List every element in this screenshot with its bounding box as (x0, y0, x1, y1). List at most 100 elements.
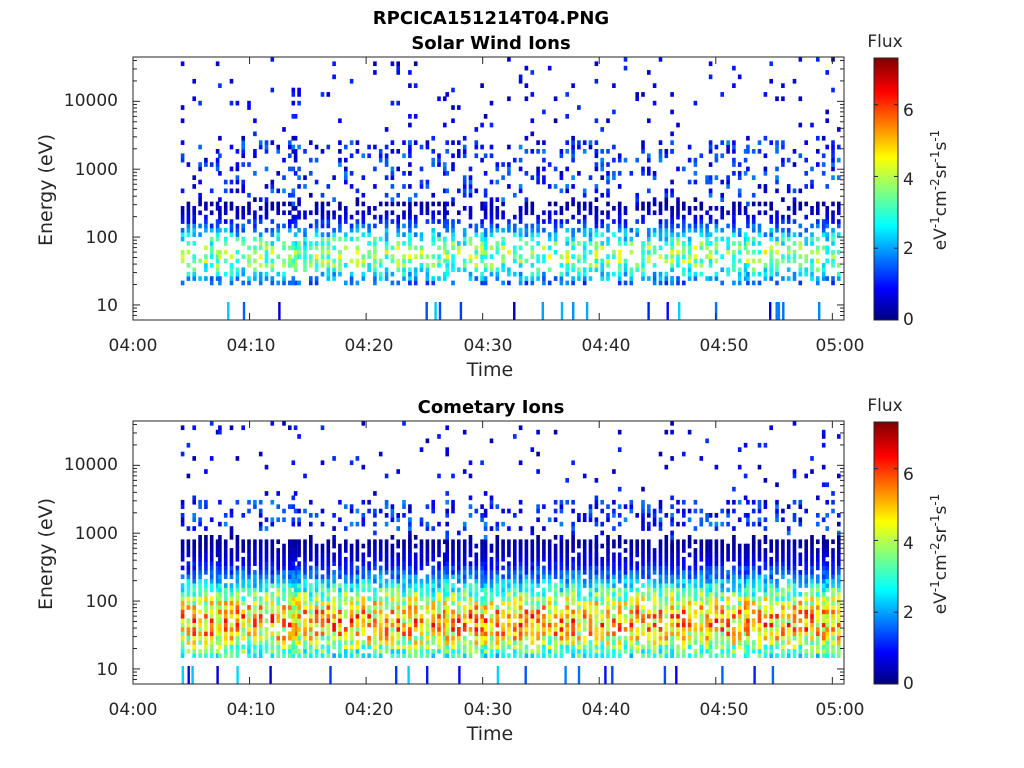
spectrogram-cell (664, 613, 669, 619)
spectrogram-cell (588, 539, 593, 545)
spectrogram-cell (652, 622, 657, 628)
spectrogram-cell (582, 254, 587, 259)
spectrogram-cell (355, 600, 360, 606)
spectrogram-cell (326, 201, 331, 207)
spectrogram-cell (367, 499, 371, 505)
spectrogram-cell (623, 267, 628, 273)
spectrogram-cell (676, 587, 680, 593)
spectrogram-cell (247, 162, 251, 167)
spectrogram-cell (786, 188, 791, 194)
spectrogram-cell (198, 499, 202, 505)
spectrogram-cell (247, 622, 251, 628)
spectrogram-cell (361, 644, 366, 650)
spectrogram-cell (373, 249, 377, 255)
spectrogram-cell (320, 631, 325, 637)
spectrogram-cell (489, 197, 494, 202)
spectrogram-cell (326, 613, 331, 619)
spectrogram-cell (594, 166, 599, 172)
spectrogram-cell (495, 578, 500, 584)
spectrogram-cell (751, 267, 756, 273)
spectrogram-cell (396, 622, 400, 628)
spectrogram-cell (495, 592, 500, 597)
spectrogram-cell (588, 644, 593, 650)
spectrogram-cell (297, 245, 301, 251)
spectrogram-cell (253, 149, 257, 154)
spectrogram-cell (714, 609, 719, 615)
spectrogram-cell (536, 609, 540, 615)
spectrogram-cell (355, 570, 360, 575)
spectrogram-cell (518, 232, 523, 237)
spectrogram-cell (687, 592, 692, 597)
spectrogram-cell (507, 640, 511, 645)
spectrogram-cell (186, 210, 191, 216)
spectrogram-cell (326, 254, 331, 259)
spectrogram-cell (547, 600, 552, 606)
spectrogram-cell (687, 600, 692, 606)
spectrogram-cell (612, 640, 616, 645)
spectrogram-cell (825, 144, 829, 150)
spectrogram-cell (495, 605, 500, 610)
spectrogram-cell (553, 644, 558, 650)
spectrogram-cell (288, 425, 292, 431)
spectrogram-cell (229, 508, 234, 514)
spectrogram-cell (180, 644, 185, 650)
spectrogram-cell (314, 622, 319, 628)
spectrogram-cell (571, 232, 575, 237)
spectrogram-cell (186, 635, 191, 641)
spectrogram-cell (468, 583, 473, 588)
spectrogram-cell (367, 587, 371, 593)
spectrogram-cell (670, 429, 674, 435)
spectrogram-cell (229, 609, 234, 615)
spectrogram-cell (507, 583, 511, 588)
spectrogram-cell (530, 236, 535, 242)
spectrogram-cell (708, 644, 713, 650)
spectrogram-cell (192, 78, 196, 84)
spectrogram-cell (408, 144, 412, 150)
spectrogram-cell (451, 622, 455, 628)
spectrogram-cell (413, 556, 418, 562)
spectrogram-cell (746, 271, 750, 277)
spectrogram-cell (378, 276, 383, 281)
spectrogram-cell (474, 578, 479, 584)
spectrogram-cell (297, 227, 301, 233)
spectrogram-cell (408, 184, 412, 189)
spectrogram-cell (612, 613, 616, 619)
spectrogram-cell (180, 574, 185, 580)
spectrogram-cell (594, 552, 599, 558)
spectrogram-cell (229, 219, 234, 224)
spectrogram-cell (288, 609, 292, 615)
spectrogram-cell (635, 192, 639, 198)
spectrogram-cell (507, 162, 511, 167)
spectrogram-cell (737, 249, 742, 255)
spectrogram-cell (468, 618, 473, 623)
spectrogram-cell (582, 622, 587, 628)
spectrogram-cell (253, 227, 257, 233)
spectrogram-cell (367, 570, 371, 575)
spectrogram-cell (390, 653, 395, 658)
spectrogram-cell (670, 543, 674, 549)
spectrogram-cell (708, 521, 713, 527)
spectrogram-cell (402, 271, 406, 277)
spectrogram-cell (647, 561, 651, 566)
spectrogram-cell (344, 504, 348, 509)
spectrogram-cell (459, 302, 463, 320)
spectrogram-cell (390, 583, 395, 588)
spectrogram-cell (437, 96, 441, 102)
spectrogram-cell (678, 302, 681, 320)
spectrogram-cell (480, 613, 484, 619)
spectrogram-cell (402, 201, 406, 207)
spectrogram-cell (536, 451, 540, 457)
spectrogram-cell (726, 618, 730, 623)
spectrogram-cell (192, 587, 196, 593)
spectrogram-cell (373, 267, 377, 273)
spectrogram-cell (282, 280, 286, 286)
spectrogram-cell (798, 241, 803, 246)
spectrogram-cell (314, 574, 319, 580)
spectrogram-cell (361, 513, 366, 518)
spectrogram-cell (676, 521, 680, 527)
spectrogram-cell (378, 631, 383, 637)
spectrogram-cell (408, 223, 412, 229)
spectrogram-cell (682, 201, 686, 207)
spectrogram-cell (553, 118, 558, 124)
spectrogram-cell (373, 578, 377, 584)
